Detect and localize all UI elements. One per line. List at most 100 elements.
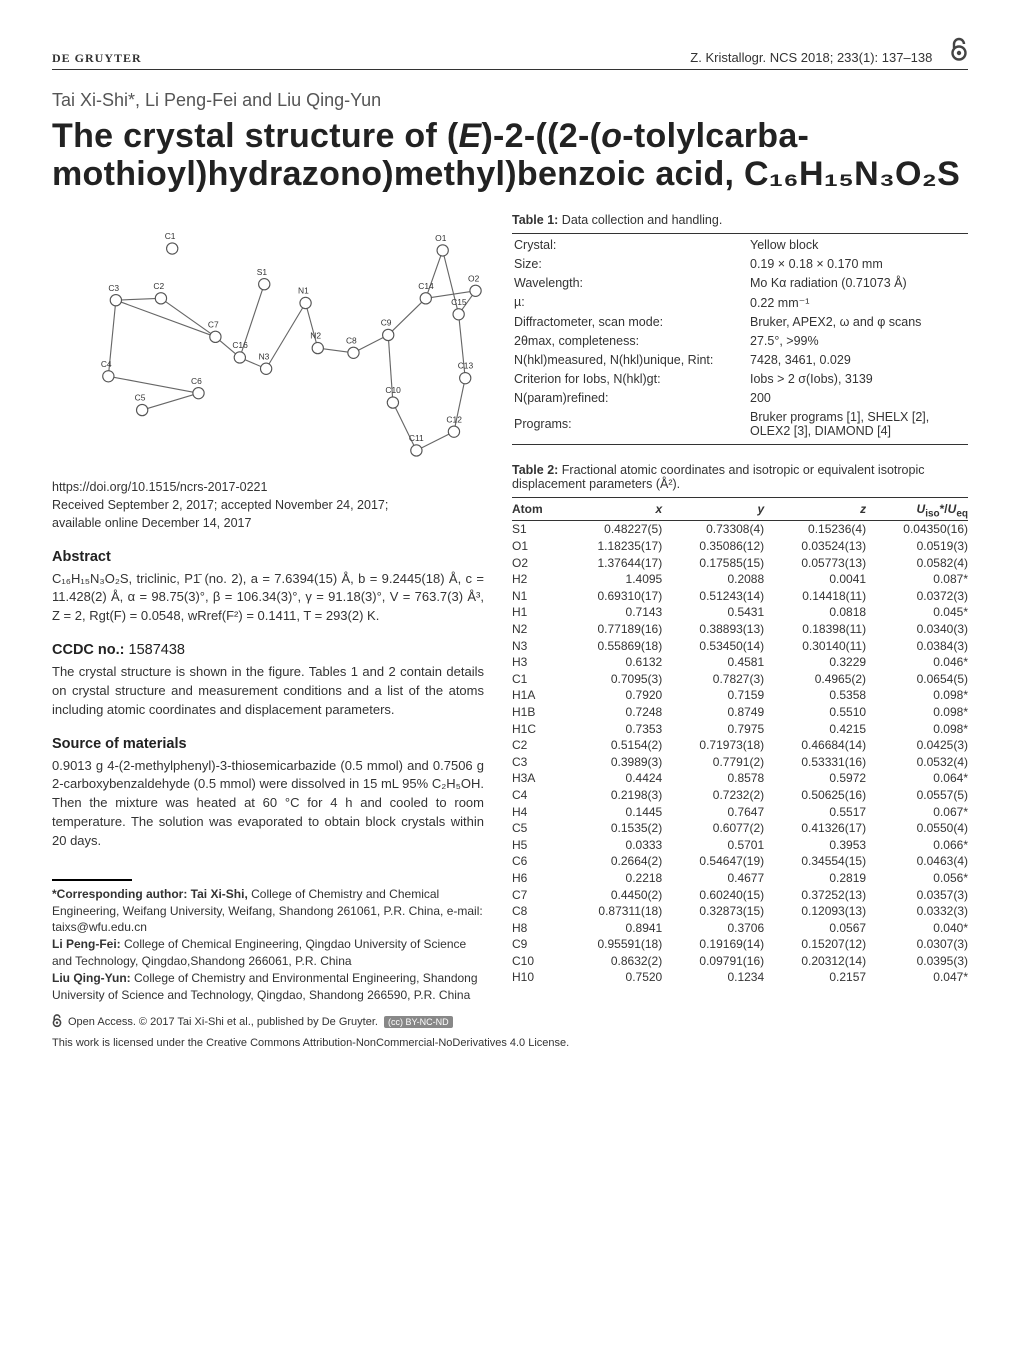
table2-row: N30.55869(18)0.53450(14)0.30140(11)0.038… [512,637,968,654]
table2-cell: 0.18398(11) [764,621,866,638]
table2-cell: 1.4095 [560,571,662,588]
table2-cell: H6 [512,870,560,887]
corr-author-1: *Corresponding author: Tai Xi-Shi, [52,887,248,901]
table1-value: 27.5°, >99% [750,332,966,349]
table2-row: C40.2198(3)0.7232(2)0.50625(16)0.0557(5) [512,787,968,804]
svg-text:C10: C10 [385,385,401,395]
journal-info-text: Z. Kristallogr. NCS 2018; 233(1): 137–13… [690,50,932,65]
table2-cell: 0.0532(4) [866,753,968,770]
table2-cell: 0.0550(4) [866,820,968,837]
table2-cell: 0.5510 [764,704,866,721]
table2-cell: 0.4215 [764,720,866,737]
table2-cell: H8 [512,919,560,936]
authors-line: Tai Xi-Shi*, Li Peng-Fei and Liu Qing-Yu… [52,90,968,111]
table2-cell: C3 [512,753,560,770]
table2-cell: 0.8941 [560,919,662,936]
table2-cell: 0.04350(16) [866,521,968,538]
table2-cell: 0.35086(12) [662,538,764,555]
table2-cell: 0.7975 [662,720,764,737]
table2-cell: 0.046* [866,654,968,671]
svg-text:C6: C6 [191,376,202,386]
table2-cell: H1A [512,687,560,704]
table2-cell: 0.2218 [560,870,662,887]
svg-text:C9: C9 [381,318,392,328]
table2-cell: 0.0567 [764,919,866,936]
table2-cell: 0.3953 [764,836,866,853]
cc-badge: (cc) BY-NC-ND [384,1016,453,1028]
table2-cell: 0.0425(3) [866,737,968,754]
table2-cell: C7 [512,886,560,903]
table1-row: Size:0.19 × 0.18 × 0.170 mm [514,255,966,272]
table2-cell: 0.5972 [764,770,866,787]
abstract-heading: Abstract [52,549,484,565]
table2-cell: H2 [512,571,560,588]
table2-caption: Table 2: Fractional atomic coordinates a… [512,463,968,491]
table2-cell: 0.46684(14) [764,737,866,754]
svg-text:C11: C11 [409,433,424,443]
corr-author-3: Liu Qing-Yun: [52,971,131,985]
table2-cell: 0.37252(13) [764,886,866,903]
table2-cell: 0.1445 [560,803,662,820]
ccdc-heading: CCDC no.: 1587438 [52,642,484,658]
table2-cell: 0.2819 [764,870,866,887]
table2-cell: 0.87311(18) [560,903,662,920]
source-heading: Source of materials [52,736,484,752]
table2-cell: 0.0654(5) [866,671,968,688]
table2-cell: C10 [512,953,560,970]
table2-cell: C6 [512,853,560,870]
table1-label: N(hkl)measured, N(hkl)unique, Rint: [514,351,748,368]
table2-cell: S1 [512,521,560,538]
table2-cell: 0.7827(3) [662,671,764,688]
table2-cell: 0.48227(5) [560,521,662,538]
table1-label: Wavelength: [514,274,748,291]
table2-row: N10.69310(17)0.51243(14)0.14418(11)0.037… [512,588,968,605]
table2-cell: 0.09791(16) [662,953,764,970]
table2-cell: 0.8632(2) [560,953,662,970]
table2-cell: 0.7095(3) [560,671,662,688]
table2-cell: 0.0395(3) [866,953,968,970]
table2-cell: 0.0307(3) [866,936,968,953]
table2-row: H40.14450.76470.55170.067* [512,803,968,820]
table1-row: 2θmax, completeness:27.5°, >99% [514,332,966,349]
table2-row: C30.3989(3)0.7791(2)0.53331(16)0.0532(4) [512,753,968,770]
doi-link[interactable]: https://doi.org/10.1515/ncrs-2017-0221 [52,478,484,496]
svg-text:N1: N1 [298,286,309,296]
table2-cell: 0.1234 [662,969,764,986]
table2-cell: 0.7143 [560,604,662,621]
left-column: C1C2C3C4C5C6C7C16S1N3N1N2C8C9C14O1O2C15C… [52,209,484,1003]
table2-cell: H1C [512,720,560,737]
table2-cell: 0.15236(4) [764,521,866,538]
table1-value: Yellow block [750,236,966,253]
main-columns: C1C2C3C4C5C6C7C16S1N3N1N2C8C9C14O1O2C15C… [52,209,968,1003]
table2-row: N20.77189(16)0.38893(13)0.18398(11)0.034… [512,621,968,638]
table2-cell: H5 [512,836,560,853]
page-footer: Open Access. © 2017 Tai Xi-Shi et al., p… [52,1013,968,1049]
table2-cell: 1.37644(17) [560,554,662,571]
svg-text:C7: C7 [208,320,219,330]
table1-label: Crystal: [514,236,748,253]
table2-cell: 0.53450(14) [662,637,764,654]
table2-cell: 0.05773(13) [764,554,866,571]
table2-cell: 0.066* [866,836,968,853]
table2-cell: 0.0582(4) [866,554,968,571]
table1-label: Diffractometer, scan mode: [514,313,748,330]
table2-cell: 0.098* [866,704,968,721]
table2-cell: 0.0519(3) [866,538,968,555]
table1-label: Programs: [514,408,748,439]
corr-line-2: Li Peng-Fei: College of Chemical Enginee… [52,936,484,970]
table1-caption: Table 1: Data collection and handling. [512,213,968,227]
table2-row: C50.1535(2)0.6077(2)0.41326(17)0.0550(4) [512,820,968,837]
table2-cell: N3 [512,637,560,654]
table2-cell: 0.5701 [662,836,764,853]
table1-row: Diffractometer, scan mode:Bruker, APEX2,… [514,313,966,330]
svg-text:C4: C4 [101,359,112,369]
table2-cell: 0.54647(19) [662,853,764,870]
table2-row: S10.48227(5)0.73308(4)0.15236(4)0.04350(… [512,521,968,538]
table2-cell: 0.71973(18) [662,737,764,754]
table2-cell: 0.50625(16) [764,787,866,804]
table2-caption-bold: Table 2: [512,463,558,477]
table2-row: H3A0.44240.85780.59720.064* [512,770,968,787]
title-frag-1: The crystal structure of ( [52,117,458,155]
table2-cell: 0.03524(13) [764,538,866,555]
table2-cell: H1B [512,704,560,721]
